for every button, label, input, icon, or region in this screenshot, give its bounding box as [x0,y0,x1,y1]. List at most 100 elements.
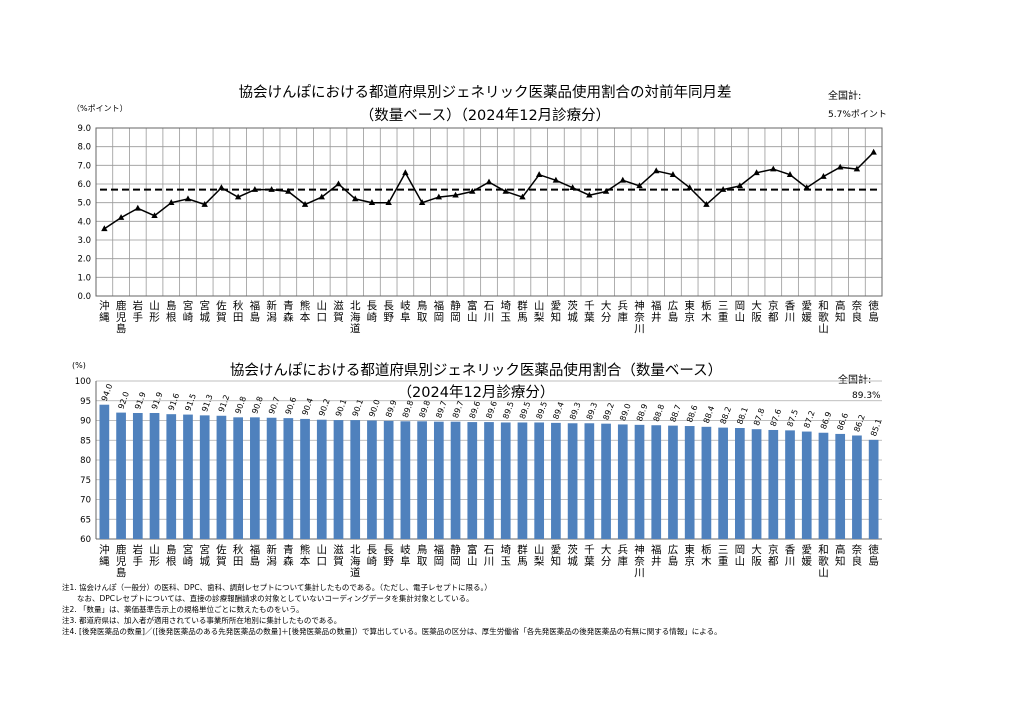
chart2-data-label: 91.5 [183,392,198,412]
chart1-x-tick-label: 愛知 [551,299,562,324]
chart1-x-tick-label: 静岡 [450,299,461,324]
chart1-title: 協会けんぽにおける都道府県別ジェネリック医薬品使用割合の対前年同月差 [239,84,732,101]
chart1-data-point [786,171,794,177]
chart1-x-tick-label: 山口 [317,300,328,324]
chart2-x-tick-label: 北海道 [350,544,361,579]
chart2-data-label: 88.4 [702,405,717,425]
chart2-data-label: 88.8 [652,403,667,423]
chart1-x-tick-label: 大阪 [751,299,762,324]
chart2-y-tick-label: 65 [80,515,91,525]
chart1-x-tick-label: 熊本 [300,299,311,324]
chart2-data-label: 89.5 [535,400,550,420]
chart2-data-label: 91.6 [167,392,182,412]
chart2-bar [199,415,210,539]
chart2-data-label: 90.4 [300,397,315,417]
chart1-data-point [485,178,493,185]
chart2-data-label: 89.5 [518,400,533,420]
chart1-y-tick-label: 4.0 [77,217,91,227]
chart2-x-tick-label: 山口 [317,544,328,568]
chart2-x-tick-label: 長崎 [367,544,378,568]
chart1-data-point [117,214,125,220]
chart2-data-label: 90.0 [367,398,382,418]
chart1-data-point [151,212,158,219]
chart2-data-label: 89.6 [484,400,499,420]
chart1-data-point [586,191,593,198]
chart2-bar [417,421,427,539]
chart2-data-label: 87.6 [769,408,784,428]
chart2-title: 協会けんぽにおける都道府県別ジェネリック医薬品使用割合（数量ベース） [230,362,722,379]
chart1-data-point [552,176,560,183]
chart2-data-label: 89.8 [401,399,416,419]
chart2-x-tick-label: 宮崎 [183,543,194,568]
chart2-bar [735,428,745,539]
chart2-bar [433,421,444,539]
chart2-data-label: 88.2 [719,405,734,425]
chart2-y-tick-label: 85 [80,436,91,446]
chart2-x-tick-label: 千葉 [584,544,595,568]
footnote-1-cont: なお、DPCレセプトについては、直接の診療報酬請求の対象としていないコーディング… [62,594,474,603]
chart2-bar [149,412,160,539]
chart2-y-tick-label: 60 [80,535,91,545]
chart1-x-tick-label: 栃木 [701,299,712,324]
chart2-bar [450,421,461,539]
chart2-x-tick-label: 静岡 [450,543,461,568]
footnote-1: 注1. 協会けんぽ（一般分）の医科、DPC、歯科、調剤レセプトについて集計したも… [62,583,492,592]
chart2-data-label: 89.3 [568,401,583,421]
chart1-x-tick-label: 和歌山 [818,300,829,335]
chart2-bar [216,415,227,539]
chart2-x-tick-label: 長野 [383,544,394,568]
chart2-x-tick-label: 大分 [601,543,612,568]
chart2-bar [785,430,795,539]
chart1-data-point [870,148,877,155]
chart1-data-point [218,184,225,191]
chart2-bar [166,414,177,539]
bar-chart: 協会けんぽにおける都道府県別ジェネリック医薬品使用割合（数量ベース） （2024… [72,361,884,579]
chart1-x-tick-label: 沖縄 [99,299,110,324]
chart2-bar [99,404,110,539]
chart1-data-point [402,169,409,176]
chart2-x-tick-label: 愛媛 [801,543,812,568]
chart2-data-label: 89.6 [468,400,483,420]
chart2-bar [668,425,678,539]
chart1-x-tick-label: 大分 [601,299,612,324]
line-chart: 協会けんぽにおける都道府県別ジェネリック医薬品使用割合の対前年同月差 （数量ベー… [72,84,887,335]
chart1-data-point [770,165,777,172]
chart2-y-tick-label: 90 [80,417,91,427]
chart1-data-point [101,225,108,232]
chart2-bar [467,422,478,539]
chart2-data-label: 89.2 [601,402,616,422]
chart1-data-point [352,195,359,202]
chart1-x-tick-label: 高知 [835,299,846,324]
chart2-x-tick-label: 高知 [835,543,846,568]
chart1-data-point [619,176,626,183]
chart2-y-tick-label: 80 [80,456,91,466]
chart1-data-point [318,193,325,200]
chart1-y-tick-label: 1.0 [77,273,91,283]
chart1-y-tick-label: 2.0 [77,255,91,265]
chart1-data-point [853,165,861,172]
chart1-data-point [669,171,677,177]
chart1-data-point [301,201,309,207]
chart2-data-label: 94.0 [100,383,115,403]
chart1-x-tick-label: 茨城 [567,299,578,324]
chart2-data-label: 89.7 [434,400,449,420]
chart2-x-tick-label: 岡山 [735,544,746,568]
chart2-x-tick-label: 福岡 [434,543,445,568]
chart2-data-label: 89.0 [618,402,633,422]
chart2-bar [183,414,193,539]
chart2-x-tick-label: 熊本 [300,543,311,568]
chart1-data-point [803,184,810,191]
chart2-data-label: 87.2 [802,409,817,429]
chart2-national-value: 89.3% [852,391,881,401]
chart2-bar [116,412,126,539]
chart1-data-point [569,184,576,191]
chart2-x-tick-label: 福井 [651,543,662,568]
chart1-x-tick-label: 神奈川 [634,299,645,335]
chart2-x-tick-label: 青森 [283,543,294,568]
chart2-x-tick-label: 群馬 [517,543,528,568]
chart2-bar [500,422,511,539]
chart2-bar [584,423,595,539]
chart2-x-tick-label: 秋田 [233,543,244,568]
chart2-x-tick-label: 島根 [166,543,177,568]
chart2-x-tick-label: 福島 [250,543,261,568]
